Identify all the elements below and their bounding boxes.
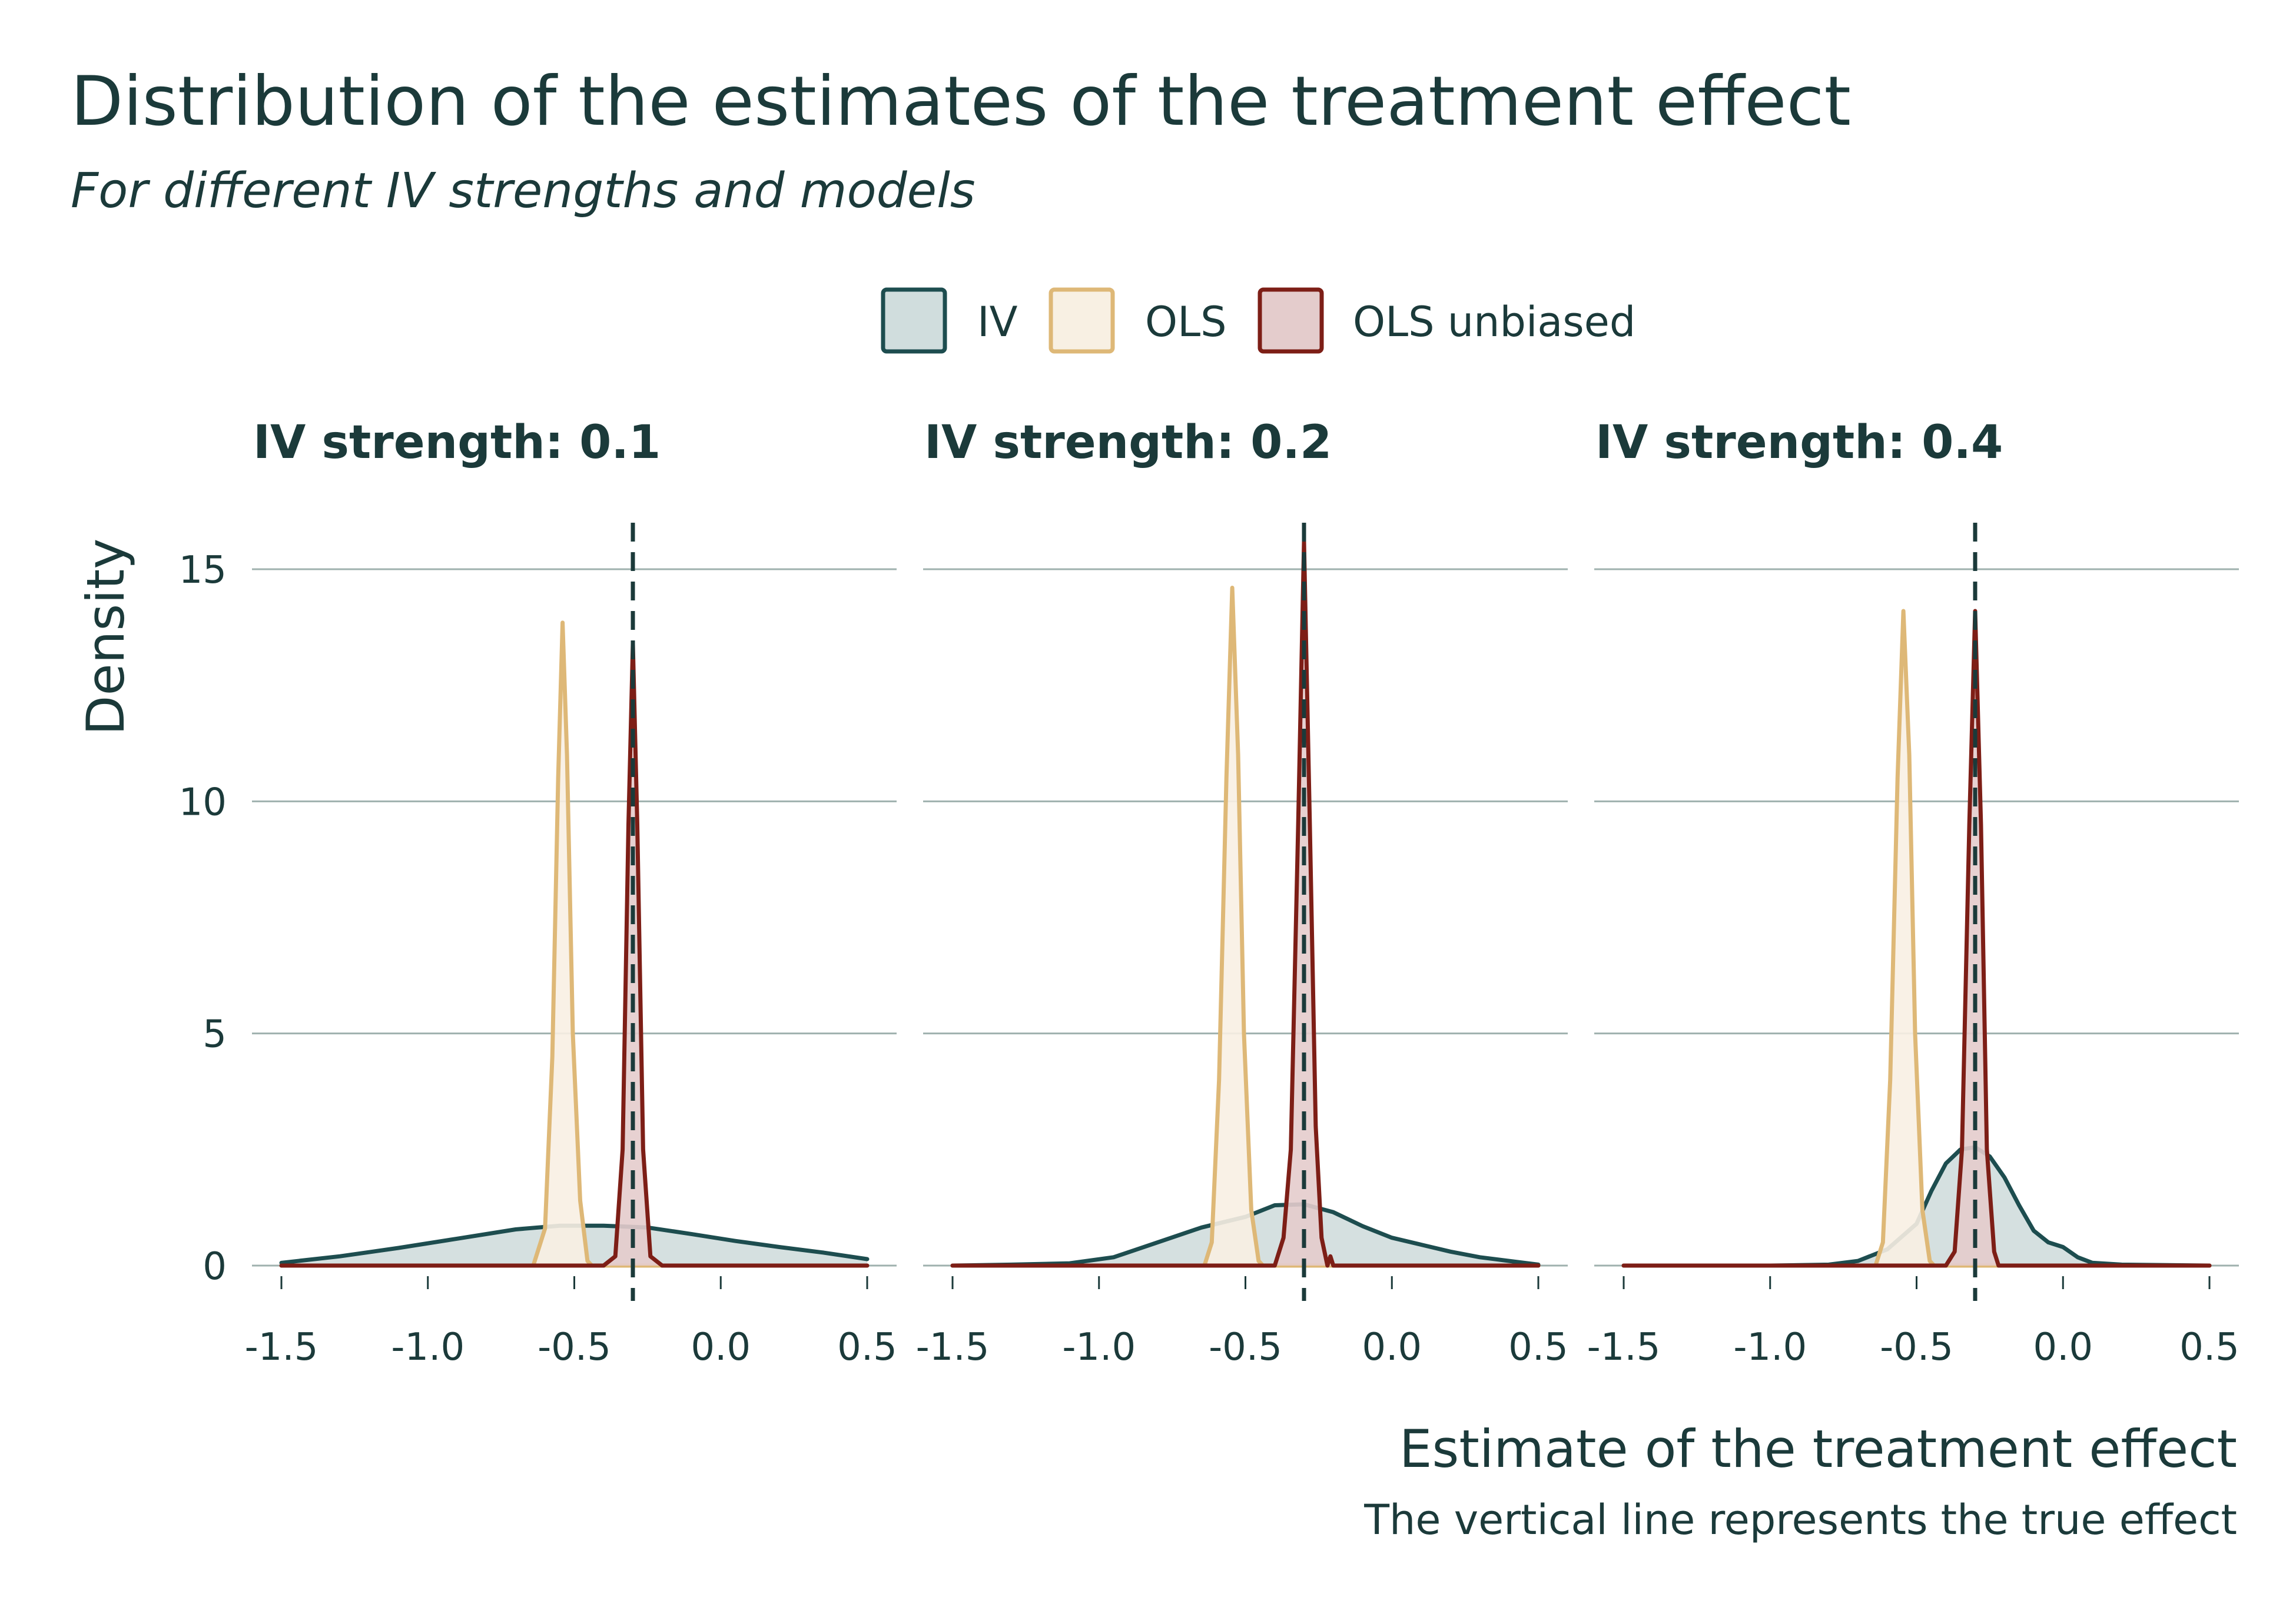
legend-label-ols-unbiased: OLS unbiased	[1353, 298, 1635, 346]
x-tick-label: 0.0	[2033, 1326, 2093, 1369]
chart-subtitle: For different IV strengths and models	[71, 163, 976, 219]
x-tick-label: -1.5	[916, 1326, 990, 1369]
facet-1: IV strength: 0.1 0 5 10 15 -1.5 -1.0 -0.5 0.0 0.5	[179, 416, 897, 1369]
density-line-ols	[950, 586, 1541, 1268]
x-axis-title: Estimate of the treatment effect	[1399, 1419, 2237, 1479]
facet-2: IV strength: 0.2 -1.5 -1.0 -0.5 0.0 0.5	[916, 416, 1568, 1369]
x-tick-label: 0.0	[691, 1326, 751, 1369]
y-tick-label: 15	[179, 549, 227, 592]
y-tick-label: 0	[203, 1245, 227, 1289]
y-tick-label: 10	[179, 781, 227, 824]
legend-label-ols: OLS	[1145, 298, 1227, 346]
x-tick-label: -1.5	[245, 1326, 318, 1369]
x-tick-label: 0.0	[1362, 1326, 1422, 1369]
density-line-ols-unbiased	[950, 539, 1541, 1268]
facet-title: IV strength: 0.4	[1595, 416, 2003, 469]
legend: IV OLS OLS unbiased	[881, 287, 1635, 354]
density-area-ols	[953, 587, 1538, 1266]
chart-title: Distribution of the estimates of the tre…	[71, 62, 1851, 141]
x-tick-label: -1.0	[1062, 1326, 1136, 1369]
x-tick-label: 0.5	[837, 1326, 897, 1369]
density-line-ols	[279, 620, 870, 1268]
legend-label-iv: IV	[977, 298, 1018, 346]
x-tick-label: 0.5	[1508, 1326, 1568, 1369]
y-axis-title: Density	[75, 539, 136, 736]
x-tick-label: -0.5	[1209, 1326, 1282, 1369]
density-line-ols	[1621, 609, 2212, 1268]
x-tick-label: -1.0	[391, 1326, 464, 1369]
x-tick-label: 0.5	[2179, 1326, 2239, 1369]
density-area-ols	[281, 622, 867, 1266]
legend-key-iv	[881, 287, 947, 354]
x-tick-label: -0.5	[1880, 1326, 1953, 1369]
x-tick-label: -1.0	[1733, 1326, 1807, 1369]
density-area-ols	[1624, 611, 2209, 1266]
x-tick-label: -0.5	[537, 1326, 611, 1369]
density-line-iv	[279, 1223, 870, 1265]
x-tick-label: -1.5	[1587, 1326, 1661, 1369]
facet-title: IV strength: 0.1	[253, 416, 661, 469]
legend-key-ols-unbiased	[1258, 287, 1324, 354]
facets: IV strength: 0.1 0 5 10 15 -1.5 -1.0 -0.5 0.0 0.5…	[179, 416, 2239, 1369]
chart-caption: The vertical line represents the true ef…	[1363, 1496, 2237, 1544]
facet-3: IV strength: 0.4 -1.5 -1.0 -0.5 0.0 0.5	[1587, 416, 2239, 1369]
y-tick-label: 5	[203, 1013, 227, 1057]
legend-key-ols	[1049, 287, 1115, 354]
facet-title: IV strength: 0.2	[924, 416, 1332, 469]
